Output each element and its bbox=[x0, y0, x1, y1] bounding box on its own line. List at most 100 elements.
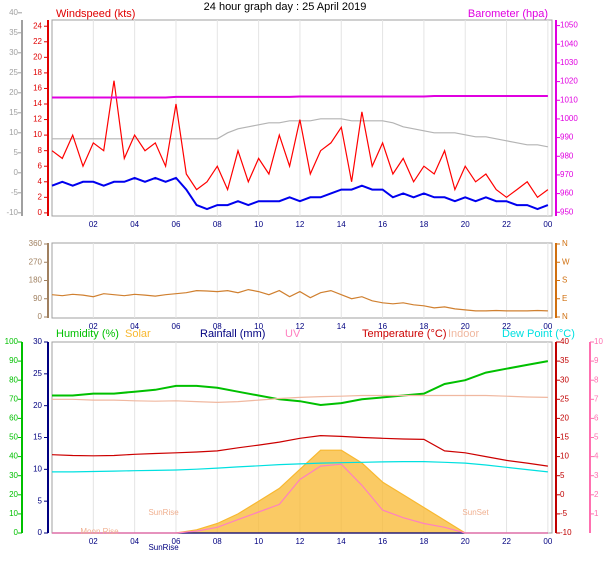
y-tick-label: 360 bbox=[29, 239, 43, 248]
y-tick-label: 20 bbox=[9, 490, 18, 499]
y-tick-label: 10 bbox=[33, 130, 42, 139]
x-tick-label: 04 bbox=[130, 220, 139, 229]
y-tick-label: 1 bbox=[594, 509, 599, 518]
y-tick-label: 9 bbox=[594, 356, 599, 365]
y-tick-label: 12 bbox=[33, 115, 42, 124]
y-tick-label: 20 bbox=[560, 414, 569, 423]
x-tick-label: 14 bbox=[337, 322, 346, 331]
x-tick-label: 00 bbox=[543, 537, 552, 546]
x-tick-label: 14 bbox=[337, 537, 346, 546]
series-line bbox=[52, 461, 548, 473]
series-line bbox=[52, 463, 548, 534]
y-tick-label: -5 bbox=[11, 188, 19, 197]
x-tick-label: 00 bbox=[543, 220, 552, 229]
legend-entry: Humidity (%) bbox=[56, 328, 119, 340]
y-tick-label: 25 bbox=[9, 68, 18, 77]
y-tick-label: 35 bbox=[9, 28, 18, 37]
y-tick-label: 7 bbox=[594, 394, 599, 403]
legend-entry: Temperature (°C) bbox=[362, 328, 446, 340]
y-tick-label: 8 bbox=[594, 375, 599, 384]
y-tick-label: 4 bbox=[38, 177, 43, 186]
y-tick-label: E bbox=[562, 294, 567, 303]
x-tick-label: 22 bbox=[502, 537, 511, 546]
x-tick-label: 22 bbox=[502, 322, 511, 331]
x-tick-label: 20 bbox=[461, 220, 470, 229]
x-tick-label: 16 bbox=[378, 537, 387, 546]
y-tick-label: 16 bbox=[33, 84, 42, 93]
y-tick-label: 15 bbox=[9, 108, 18, 117]
y-tick-label: 5 bbox=[560, 471, 565, 480]
series-line bbox=[51, 434, 548, 467]
y-tick-label: 6 bbox=[38, 161, 43, 170]
plot-area bbox=[51, 242, 553, 319]
x-tick-label: 18 bbox=[419, 537, 428, 546]
y-tick-label: 0 bbox=[14, 168, 19, 177]
y-tick-label: 5 bbox=[38, 496, 43, 505]
x-tick-label: 18 bbox=[419, 220, 428, 229]
y-tick-label: 40 bbox=[9, 8, 18, 17]
y-tick-label: 22 bbox=[33, 37, 42, 46]
y-tick-label: 3 bbox=[594, 471, 599, 480]
x-tick-label: 18 bbox=[419, 322, 428, 331]
series-line bbox=[52, 394, 548, 404]
y-tick-label: 10 bbox=[9, 128, 18, 137]
x-tick-label: 02 bbox=[89, 537, 98, 546]
y-tick-label: 5 bbox=[14, 148, 19, 157]
x-tick-label: 02 bbox=[89, 322, 98, 331]
x-tick-label: 02 bbox=[89, 220, 98, 229]
y-tick-label: S bbox=[562, 276, 567, 285]
annotation: SunRise bbox=[148, 543, 179, 552]
x-tick-label: 10 bbox=[254, 220, 263, 229]
y-tick-label: 10 bbox=[33, 464, 42, 473]
annotation: SunSet bbox=[462, 508, 489, 517]
axis-label: Windspeed (kts) bbox=[56, 8, 135, 20]
y-tick-label: 180 bbox=[29, 276, 43, 285]
chart-title: 24 hour graph day : 25 April 2019 bbox=[204, 1, 367, 13]
y-tick-label: 980 bbox=[560, 151, 574, 160]
series-line bbox=[52, 360, 549, 407]
y-tick-label: 30 bbox=[560, 375, 569, 384]
series-line bbox=[52, 95, 548, 99]
y-tick-label: 990 bbox=[560, 133, 574, 142]
y-tick-label: 20 bbox=[33, 52, 42, 61]
y-tick-label: 100 bbox=[5, 337, 19, 346]
x-tick-label: 06 bbox=[172, 220, 181, 229]
x-tick-label: 16 bbox=[378, 322, 387, 331]
y-tick-label: 30 bbox=[33, 337, 42, 346]
y-tick-label: 80 bbox=[9, 375, 18, 384]
y-tick-label: 0 bbox=[38, 208, 43, 217]
y-tick-label: 970 bbox=[560, 170, 574, 179]
y-tick-label: 2 bbox=[38, 192, 43, 201]
axis-label: Barometer (hpa) bbox=[468, 8, 548, 20]
y-tick-label: 20 bbox=[9, 88, 18, 97]
legend-entry: Indoor bbox=[448, 328, 480, 340]
series-line bbox=[51, 176, 549, 211]
y-tick-label: 8 bbox=[38, 146, 43, 155]
y-tick-label: 1020 bbox=[560, 77, 578, 86]
x-tick-label: 10 bbox=[254, 322, 263, 331]
y-tick-label: 30 bbox=[9, 48, 18, 57]
y-tick-label: 70 bbox=[9, 394, 18, 403]
y-tick-label: 15 bbox=[560, 433, 569, 442]
y-tick-label: N bbox=[562, 312, 568, 321]
y-tick-label: 25 bbox=[33, 369, 42, 378]
y-tick-label: 10 bbox=[560, 452, 569, 461]
y-tick-label: 2 bbox=[594, 490, 599, 499]
x-tick-label: 12 bbox=[295, 322, 304, 331]
y-tick-label: -10 bbox=[560, 528, 572, 537]
y-tick-label: 6 bbox=[594, 414, 599, 423]
y-tick-label: 90 bbox=[33, 294, 42, 303]
y-tick-label: 960 bbox=[560, 189, 574, 198]
y-tick-label: 0 bbox=[560, 490, 565, 499]
x-tick-label: 12 bbox=[295, 220, 304, 229]
x-tick-label: 20 bbox=[461, 537, 470, 546]
y-tick-label: 60 bbox=[9, 414, 18, 423]
y-tick-label: 50 bbox=[9, 433, 18, 442]
y-tick-label: 10 bbox=[9, 509, 18, 518]
x-tick-label: 14 bbox=[337, 220, 346, 229]
y-tick-label: 14 bbox=[33, 99, 42, 108]
y-tick-label: 25 bbox=[560, 394, 569, 403]
x-tick-label: 16 bbox=[378, 220, 387, 229]
y-tick-label: -10 bbox=[6, 208, 18, 217]
